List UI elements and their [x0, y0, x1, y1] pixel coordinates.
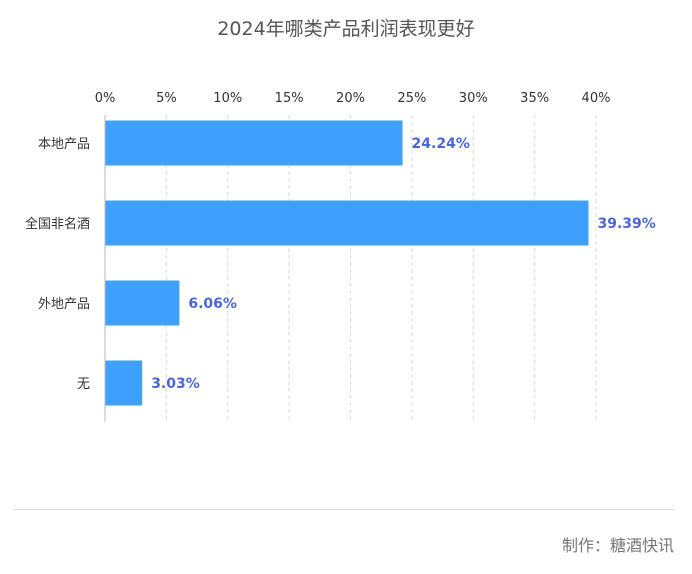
footer-credit: 制作：糖酒快讯 — [561, 536, 674, 555]
x-tick-label: 25% — [397, 91, 426, 106]
chart-title: 2024年哪类产品利润表现更好 — [217, 18, 475, 40]
bar — [105, 360, 143, 406]
x-tick-label: 30% — [459, 91, 488, 106]
category-label: 无 — [77, 377, 90, 392]
x-tick-label: 0% — [95, 91, 116, 106]
x-tick-label: 35% — [520, 91, 549, 106]
bar — [105, 280, 180, 326]
value-label: 3.03% — [151, 376, 200, 392]
footer-divider — [14, 509, 674, 510]
x-tick-label: 5% — [156, 91, 177, 106]
x-axis-ticks: 0% 5% 10% 15% 20% 25% 30% 35% 40% — [95, 91, 611, 106]
value-labels: 24.24% 39.39% 6.06% 3.03% — [151, 136, 656, 392]
x-tick-label: 10% — [213, 91, 242, 106]
x-tick-label: 15% — [275, 91, 304, 106]
bar — [105, 200, 589, 246]
value-label: 6.06% — [188, 296, 237, 312]
value-label: 39.39% — [598, 216, 656, 232]
category-label: 本地产品 — [38, 137, 90, 152]
bars — [105, 120, 589, 406]
category-label: 外地产品 — [38, 297, 90, 312]
bar — [105, 120, 403, 166]
grid-lines — [165, 115, 597, 422]
category-label: 全国非名酒 — [25, 216, 90, 232]
x-tick-label: 20% — [336, 91, 365, 106]
x-tick-label: 40% — [582, 91, 611, 106]
value-label: 24.24% — [412, 136, 470, 152]
